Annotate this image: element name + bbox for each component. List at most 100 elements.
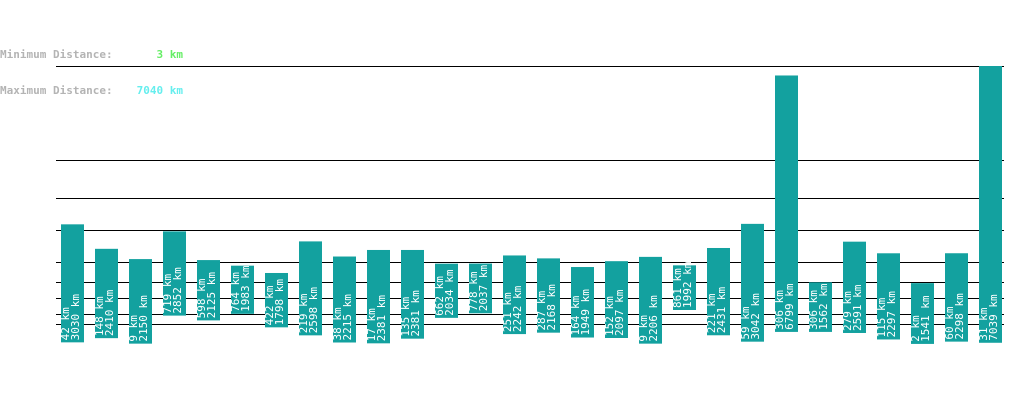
bar-high-label: 2410 km — [103, 289, 116, 336]
max-distance-label: Maximum Distance: — [0, 84, 113, 97]
range-bar — [435, 263, 458, 318]
bar-low-label: 9 km — [637, 315, 650, 342]
bar-low-label: 17 km — [365, 308, 378, 341]
distance-summary: Minimum Distance: 3 km Maximum Distance: 7… — [0, 25, 183, 109]
range-bar — [95, 248, 118, 339]
bar-low-label: 164 km — [569, 295, 582, 335]
bar-high-label: 2591 km — [851, 284, 864, 331]
bar-high-label: 1983 km — [239, 265, 252, 312]
bar-high-label: 2598 km — [307, 287, 320, 334]
bar-low-label: 719 km — [161, 273, 174, 313]
bar-high-label: 2298 km — [953, 293, 966, 340]
range-bar — [639, 256, 662, 344]
bar-low-label: 135 km — [399, 297, 412, 337]
bar-low-label: 764 km — [229, 272, 242, 312]
bar-low-label: 148 km — [93, 296, 106, 336]
bar-low-label: 2 km — [909, 315, 922, 342]
min-distance-value: 3 km — [156, 48, 184, 61]
range-bar — [537, 258, 560, 333]
bar-high-label: 2242 km — [511, 285, 524, 332]
range-bar — [741, 223, 764, 342]
bar-high-label: 2037 km — [477, 265, 490, 312]
range-bar — [401, 249, 424, 339]
bar-low-label: 422 km — [263, 285, 276, 325]
bar-high-label: 2206 km — [647, 295, 660, 342]
bar-high-label: 2381 km — [409, 290, 422, 337]
range-bar — [367, 249, 390, 344]
bar-high-label: 1992 km — [681, 261, 694, 308]
bar-high-label: 1562 km — [817, 283, 830, 330]
bar-high-label: 1798 km — [273, 279, 286, 326]
bar-high-label: 2297 km — [885, 291, 898, 338]
range-bar — [673, 265, 696, 310]
bar-low-label: 306 km — [773, 290, 786, 330]
bar-low-label: 60 km — [943, 306, 956, 339]
range-bar — [163, 231, 186, 316]
bar-high-label: 3030 km — [69, 294, 82, 341]
range-bar — [877, 253, 900, 340]
bar-low-label: 31 km — [977, 307, 990, 340]
bar-high-label: 7039 km — [987, 294, 1000, 341]
range-bar — [775, 75, 798, 332]
range-bar — [129, 259, 152, 344]
range-bar — [571, 267, 594, 338]
range-bar — [265, 272, 288, 328]
bar-high-label: 1541 km — [919, 295, 932, 342]
bar-low-label: 861 km — [671, 268, 684, 308]
bar-low-label: 219 km — [297, 293, 310, 333]
bar-high-label: 2097 km — [613, 289, 626, 336]
bar-low-label: 662 km — [433, 276, 446, 316]
bar-low-label: 598 km — [195, 278, 208, 318]
range-bar — [809, 282, 832, 332]
bar-high-label: 2431 km — [715, 287, 728, 334]
bar-high-label: 2215 km — [341, 294, 354, 341]
min-distance-row: Minimum Distance: 3 km — [0, 49, 183, 61]
bar-high-label: 2381 km — [375, 295, 388, 342]
bar-high-label: 2852 km — [171, 267, 184, 314]
range-bar — [197, 260, 220, 321]
max-distance-value: 7040 km — [136, 84, 183, 97]
bar-low-label: 778 km — [467, 271, 480, 311]
range-bar — [911, 283, 934, 344]
range-bar — [945, 253, 968, 342]
range-bar — [469, 263, 492, 314]
max-distance-row: Maximum Distance: 7040 km — [0, 85, 183, 97]
bar-low-label: 9 km — [127, 315, 140, 342]
bar-low-label: 115 km — [875, 297, 888, 337]
bar-low-label: 59 km — [739, 306, 752, 339]
range-bar — [61, 224, 84, 343]
range-bar — [333, 256, 356, 343]
bar-high-label: 1949 km — [579, 289, 592, 336]
bar-low-label: 221 km — [705, 293, 718, 333]
range-bar — [503, 255, 526, 335]
bar-low-label: 251 km — [501, 292, 514, 332]
bar-low-label: 152 km — [603, 296, 616, 336]
range-bar — [979, 66, 1002, 343]
bar-high-label: 3042 km — [749, 293, 762, 340]
range-bar — [843, 241, 866, 333]
bar-high-label: 2125 km — [205, 272, 218, 319]
